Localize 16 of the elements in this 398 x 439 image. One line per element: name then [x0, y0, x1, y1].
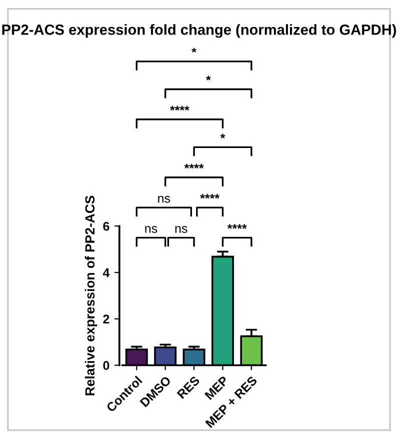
y-tick-label: 4 [102, 268, 110, 277]
text: **** [170, 106, 190, 111]
text: * [192, 48, 196, 53]
text: **** [184, 164, 204, 169]
text: * [220, 134, 226, 138]
annotation: ns [175, 226, 188, 233]
annotation: **** [227, 224, 247, 229]
y-tick-label: 2 [103, 314, 110, 324]
text: **** [200, 194, 220, 199]
text: ns [158, 196, 170, 203]
y-tick-label: 0 [103, 361, 110, 370]
y-tick-label: 6 [103, 222, 110, 231]
chart-title: PP2-ACS expression fold change (normalized to GAPDH) [2, 24, 396, 38]
annotation: ns [145, 226, 158, 233]
y-axis-title: Relative expression of PP2-ACS [84, 196, 98, 396]
text: * [206, 76, 211, 80]
